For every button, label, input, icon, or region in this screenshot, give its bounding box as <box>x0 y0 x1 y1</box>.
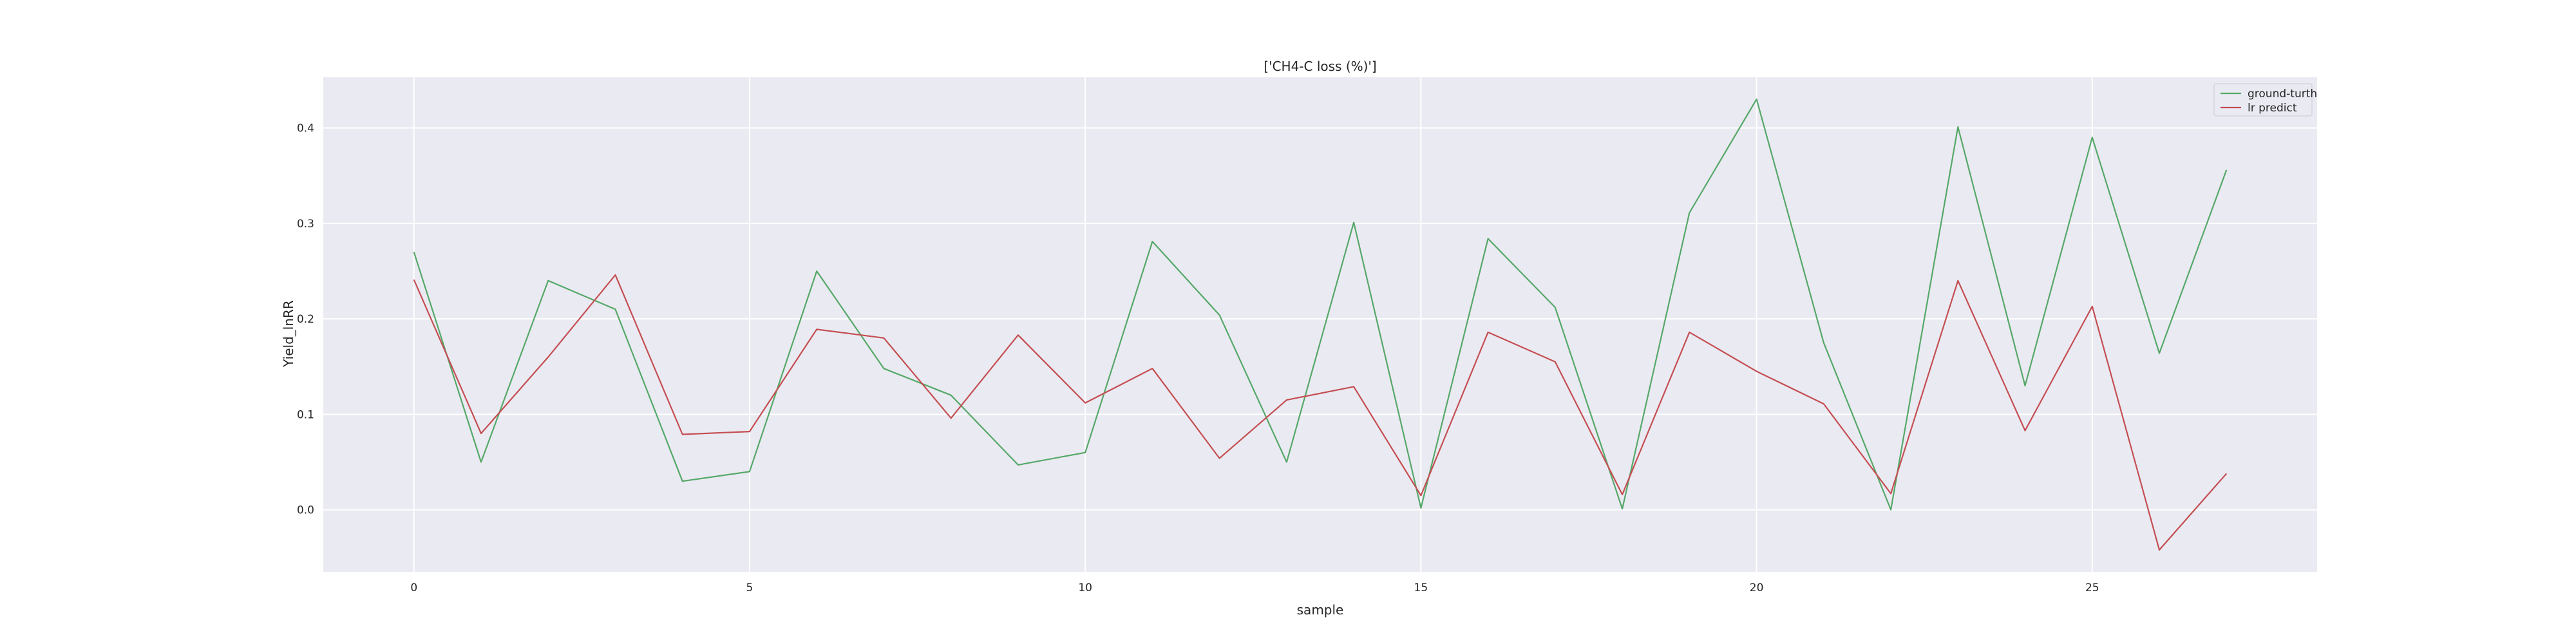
y-tick-label: 0.0 <box>297 504 314 517</box>
y-tick-label: 0.2 <box>297 313 314 326</box>
y-tick-label: 0.3 <box>297 218 314 231</box>
x-tick-labels: 0 5 10 15 20 25 <box>410 582 2099 594</box>
plot-area <box>323 77 2317 572</box>
legend: ground-turth lr predict <box>2213 83 2317 117</box>
x-tick-label: 10 <box>1078 582 1092 594</box>
x-tick-label: 0 <box>410 582 417 594</box>
y-tick-label: 0.4 <box>297 122 314 135</box>
x-tick-label: 15 <box>1414 582 1428 594</box>
y-tick-labels: 0.0 0.1 0.2 0.3 0.4 <box>297 122 314 517</box>
series-line-lr-predict <box>413 274 2228 551</box>
x-axis-label: sample <box>1297 602 1344 618</box>
chart-title: ['CH4-C loss (%)'] <box>1264 59 1376 74</box>
y-gridlines <box>323 127 2317 511</box>
y-tick-label: 0.1 <box>297 408 314 421</box>
legend-entry-label: lr predict <box>2248 102 2297 115</box>
y-axis-label: Yield_lnRR <box>281 300 296 368</box>
series-line-ground-turth <box>413 99 2228 511</box>
legend-entry-label: ground-turth <box>2248 88 2317 100</box>
series-layer <box>413 99 2228 551</box>
x-tick-label: 25 <box>2085 582 2099 594</box>
x-tick-label: 5 <box>746 582 753 594</box>
x-gridlines <box>413 77 2093 572</box>
x-tick-label: 20 <box>1750 582 1764 594</box>
